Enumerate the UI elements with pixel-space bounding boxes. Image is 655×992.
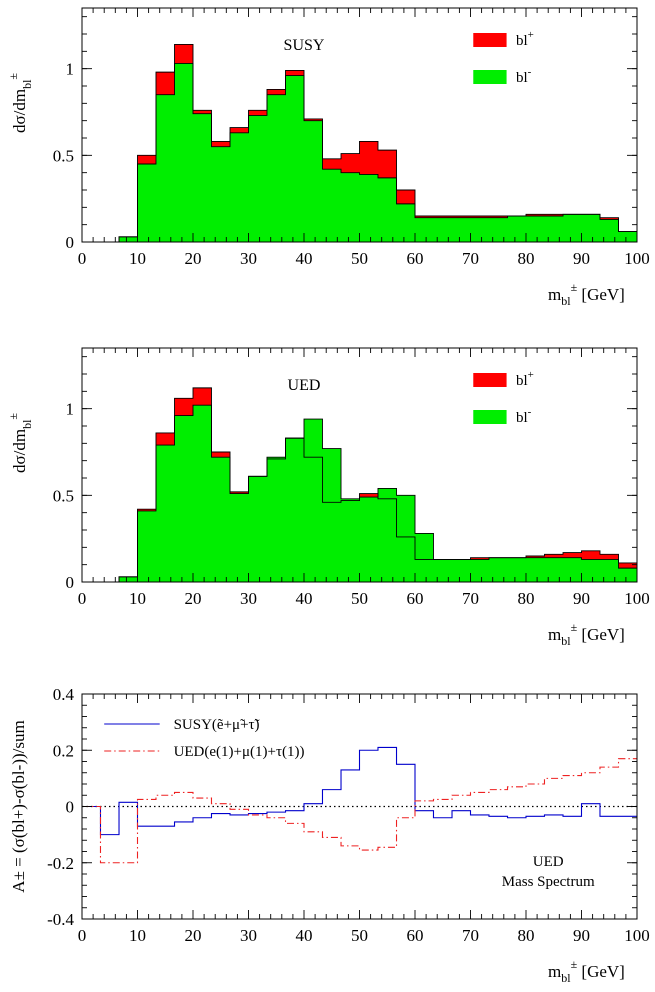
x-tick-label: 100 bbox=[624, 589, 650, 608]
y-axis-label: dσ/dmbl± bbox=[6, 73, 34, 133]
y-tick-label: 0.5 bbox=[53, 486, 74, 505]
annotation-line-2: Mass Spectrum bbox=[502, 874, 595, 890]
x-tick-label: 0 bbox=[78, 249, 87, 268]
x-tick-label: 30 bbox=[240, 249, 257, 268]
y-tick-label: 0.5 bbox=[53, 146, 74, 165]
x-tick-label: 20 bbox=[185, 249, 202, 268]
legend-label-bl-plus: bl+ bbox=[516, 29, 534, 49]
x-tick-label: 60 bbox=[407, 589, 424, 608]
series-outline-bl-plus bbox=[82, 387, 637, 583]
chart-panel-2: UED bl+bl-dσ/dmbl±0 10 20 30 40 50 60 70 80 90 1000… bbox=[6, 347, 650, 648]
x-tick-label: 20 bbox=[185, 926, 202, 945]
annotation-line-1: UED bbox=[533, 854, 564, 870]
legend-label-bl-minus: bl- bbox=[516, 66, 532, 86]
x-tick-label: 40 bbox=[296, 589, 313, 608]
y-tick-label: 0 bbox=[66, 233, 75, 252]
legend-swatch-bl-minus bbox=[473, 70, 507, 84]
x-tick-label: 50 bbox=[351, 926, 368, 945]
legend-swatch-bl-minus bbox=[473, 410, 507, 424]
x-tick-label: 50 bbox=[351, 589, 368, 608]
y-tick-label: -0.4 bbox=[47, 910, 74, 929]
panel-title: SUSY bbox=[284, 37, 325, 54]
x-tick-label: 20 bbox=[185, 589, 202, 608]
y-tick-label: -0.2 bbox=[47, 854, 74, 873]
y-tick-label: 0.2 bbox=[53, 741, 74, 760]
x-tick-label: 30 bbox=[240, 926, 257, 945]
series-outline-bl-minus bbox=[82, 63, 637, 243]
y-axis-label: A± = (σ(bl+)-σ(bl-))/sum bbox=[9, 720, 28, 892]
x-tick-label: 10 bbox=[129, 926, 146, 945]
x-tick-label: 90 bbox=[573, 926, 590, 945]
y-tick-label: 0 bbox=[66, 798, 75, 817]
x-tick-label: 0 bbox=[78, 926, 87, 945]
y-tick-label: 1 bbox=[66, 400, 75, 419]
x-tick-label: 70 bbox=[462, 926, 479, 945]
x-tick-label: 40 bbox=[296, 926, 313, 945]
x-tick-label: 70 bbox=[462, 249, 479, 268]
legend-swatch-bl-plus bbox=[473, 33, 507, 47]
y-axis-label: dσ/dmbl± bbox=[6, 413, 34, 473]
chart-panel-1: SUSY bl+bl-dσ/dmbl±0 10 20 30 40 50 60 70 80 90 100… bbox=[6, 7, 650, 308]
x-tick-label: 80 bbox=[518, 589, 535, 608]
x-tick-label: 70 bbox=[462, 589, 479, 608]
x-tick-label: 100 bbox=[624, 926, 650, 945]
series-outline-bl-minus bbox=[82, 404, 637, 583]
x-tick-label: 90 bbox=[573, 589, 590, 608]
x-axis-label: mbl± [GeV] bbox=[548, 280, 625, 308]
x-tick-label: 100 bbox=[624, 249, 650, 268]
x-tick-label: 50 bbox=[351, 249, 368, 268]
x-tick-label: 10 bbox=[129, 589, 146, 608]
series-area-bl-minus bbox=[82, 405, 637, 582]
x-tick-label: 90 bbox=[573, 249, 590, 268]
x-tick-label: 60 bbox=[407, 926, 424, 945]
series-line-ued bbox=[82, 758, 637, 864]
x-axis-label: mbl± [GeV] bbox=[548, 620, 625, 648]
x-tick-label: 80 bbox=[518, 249, 535, 268]
x-tick-label: 60 bbox=[407, 249, 424, 268]
x-tick-label: 80 bbox=[518, 926, 535, 945]
series-line-susy bbox=[82, 746, 637, 836]
x-tick-label: 10 bbox=[129, 249, 146, 268]
y-tick-label: 0.4 bbox=[53, 685, 75, 704]
legend-susy-label: SUSY(ẽ+μ̃+τ̃) bbox=[174, 717, 260, 733]
y-tick-label: 1 bbox=[66, 60, 75, 79]
y-tick-label: 0 bbox=[66, 573, 75, 592]
x-tick-label: 30 bbox=[240, 589, 257, 608]
x-axis-label: mbl± [GeV] bbox=[548, 957, 625, 985]
legend-label-bl-minus: bl- bbox=[516, 406, 532, 426]
x-tick-label: 40 bbox=[296, 249, 313, 268]
legend-label-bl-plus: bl+ bbox=[516, 369, 534, 389]
legend-swatch-bl-plus bbox=[473, 373, 507, 387]
series-area-bl-minus bbox=[82, 63, 637, 242]
panel-title: UED bbox=[288, 377, 321, 394]
x-tick-label: 0 bbox=[78, 589, 87, 608]
legend-ued-label: UED(e(1)+μ(1)+τ(1)) bbox=[174, 744, 305, 760]
chart-panel-3: SUSY(ẽ+μ̃+τ̃) UED(e(1)+μ(1)+τ(1)) UED Mass … bbox=[9, 685, 650, 985]
